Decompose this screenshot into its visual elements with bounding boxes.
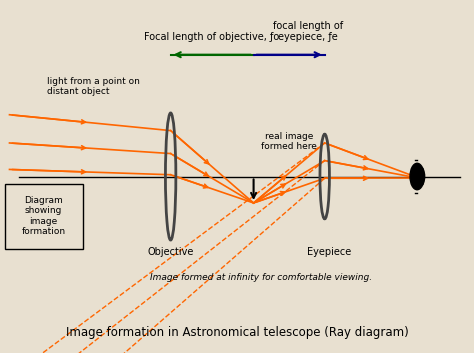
FancyBboxPatch shape	[5, 184, 83, 249]
Text: Diagram
showing
image
formation: Diagram showing image formation	[21, 196, 66, 236]
Text: Focal length of objective, ƒo: Focal length of objective, ƒo	[145, 32, 280, 42]
Text: Eyepiece: Eyepiece	[307, 247, 352, 257]
Text: focal length of
eyepiece, ƒe: focal length of eyepiece, ƒe	[273, 21, 343, 42]
Text: Image formation in Astronomical telescope (Ray diagram): Image formation in Astronomical telescop…	[65, 326, 409, 339]
Text: light from a point on
distant object: light from a point on distant object	[47, 77, 140, 96]
Text: Objective: Objective	[147, 247, 194, 257]
Text: Image formed at infinity for comfortable viewing.: Image formed at infinity for comfortable…	[150, 273, 372, 282]
Text: real image
formed here: real image formed here	[261, 132, 317, 151]
Ellipse shape	[410, 163, 424, 190]
